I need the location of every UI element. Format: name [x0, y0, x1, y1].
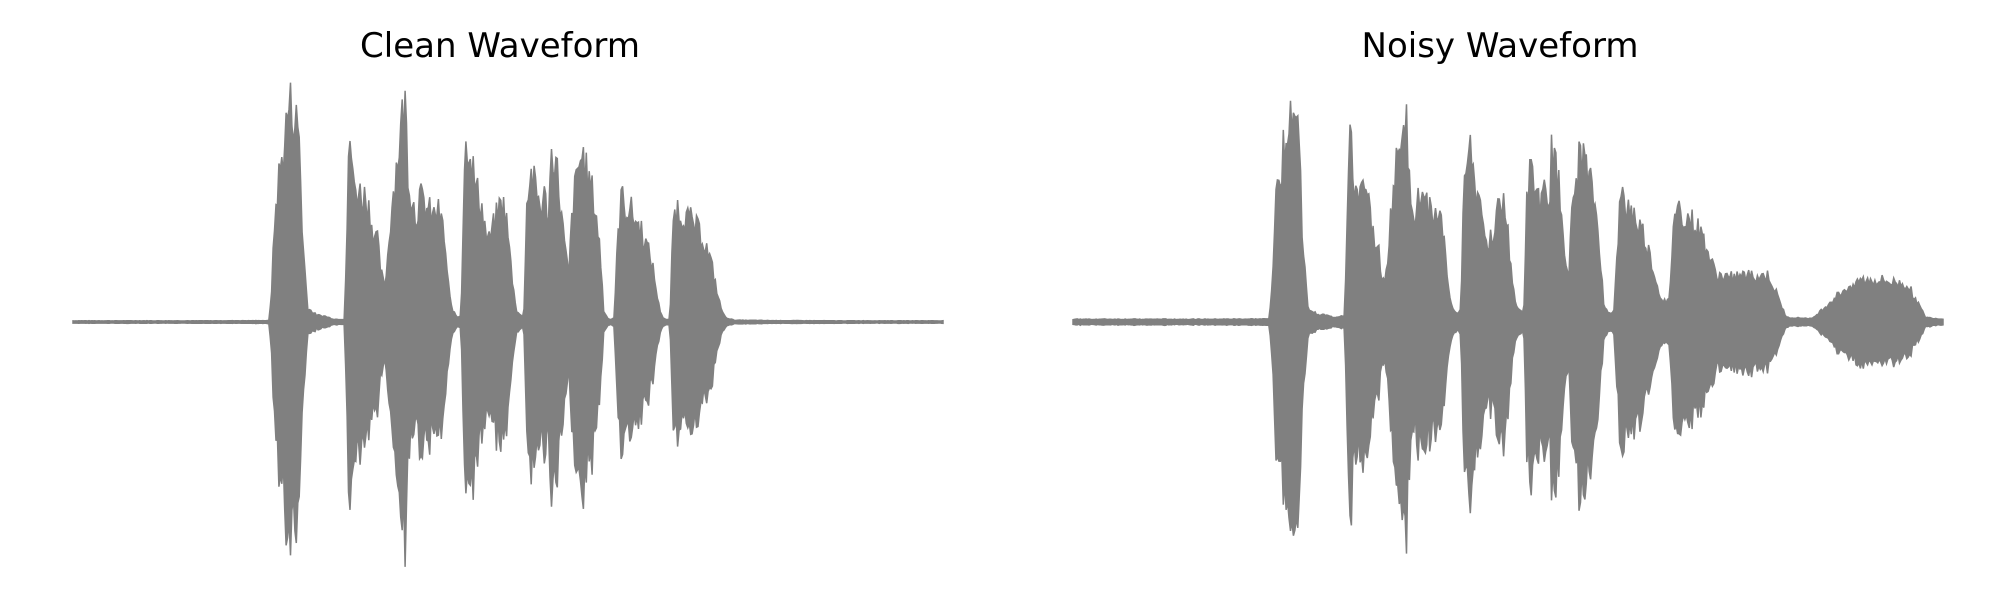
noisy-waveform-panel: Noisy Waveform [1000, 0, 2000, 600]
waveform-area [72, 82, 944, 567]
waveform-area [1072, 100, 1944, 554]
clean-waveform-plot [72, 82, 944, 567]
chart-title-noisy: Noisy Waveform [1361, 26, 1639, 66]
chart-title-clean: Clean Waveform [360, 26, 640, 66]
noisy-waveform-plot [1072, 100, 1944, 554]
clean-waveform-panel: Clean Waveform [72, 26, 944, 567]
